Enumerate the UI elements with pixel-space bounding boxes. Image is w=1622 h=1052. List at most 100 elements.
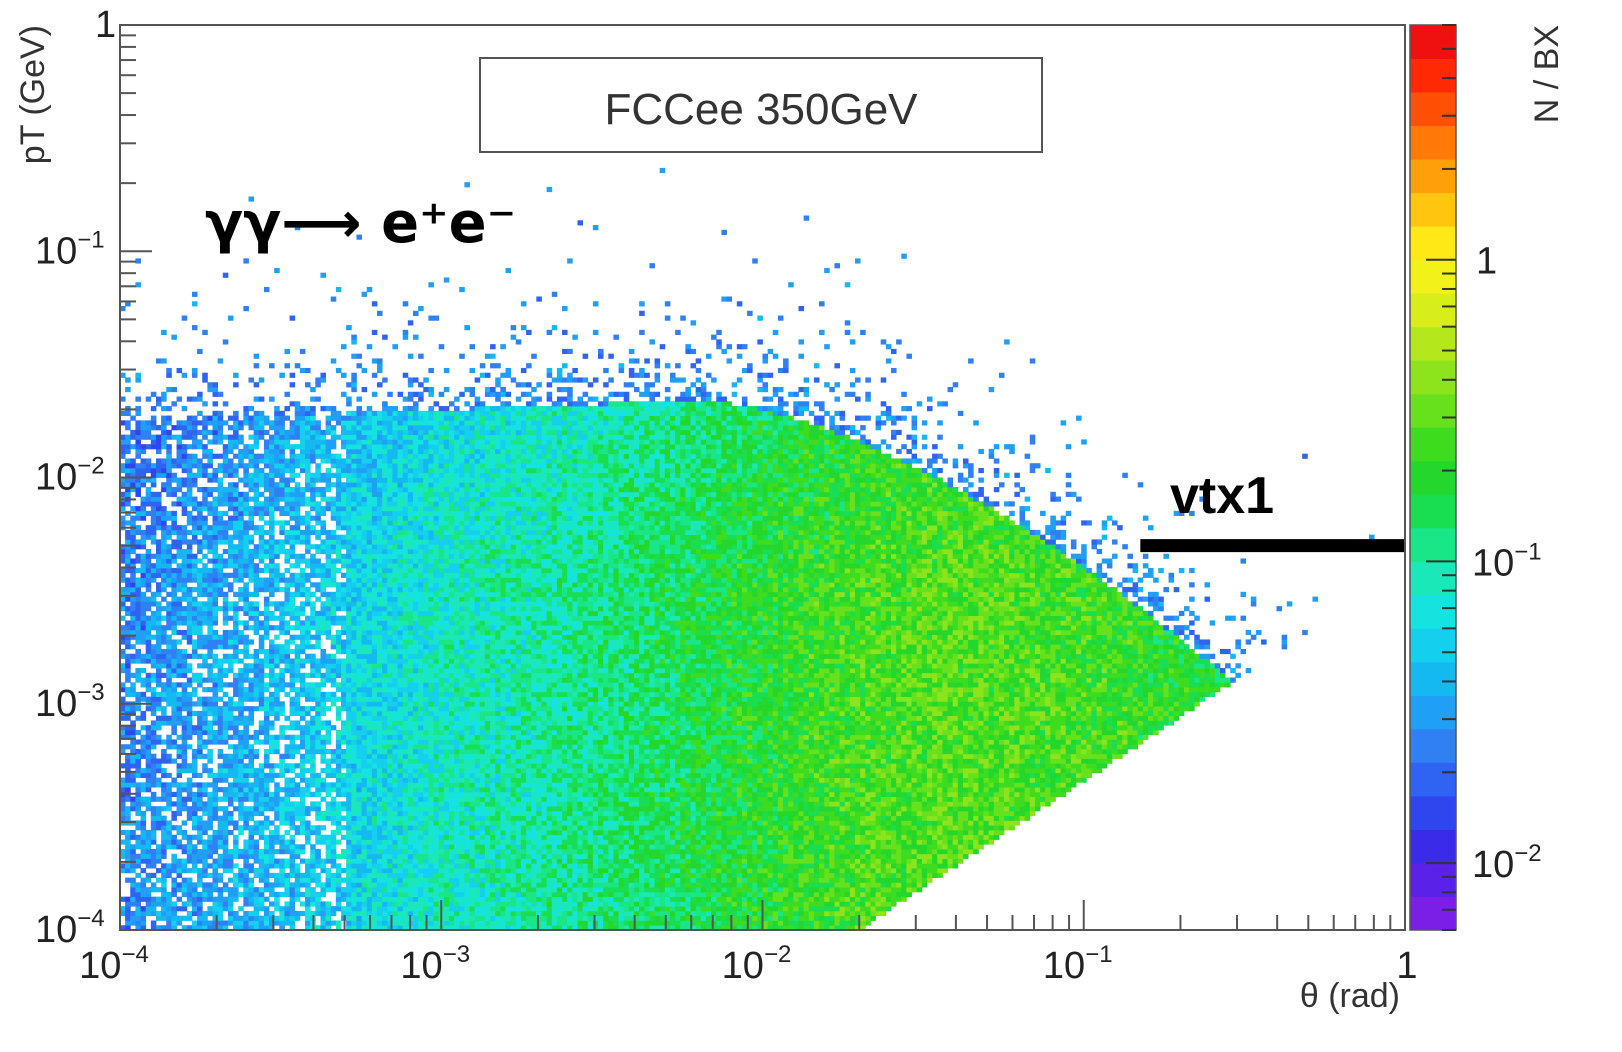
heatmap-cell [212,429,219,436]
heatmap-cell [397,615,404,621]
heatmap-cell [382,610,388,617]
heatmap-cell [217,529,224,536]
heatmap-cell [258,568,265,574]
heatmap-cell [166,372,172,378]
heatmap-cell [191,653,198,659]
heatmap-cell [222,720,229,726]
heatmap-cell [202,620,208,626]
heatmap-cell [371,444,378,450]
heatmap-cell [356,601,362,607]
heatmap-cell [176,682,183,688]
heatmap-cell [233,463,239,469]
heatmap-cell [186,453,193,459]
heatmap-cell [377,887,383,893]
heatmap-cell [335,658,342,664]
heatmap-cell [320,372,326,378]
heatmap-cell [361,629,368,636]
heatmap-cell [258,820,265,826]
heatmap-cell [233,563,239,569]
heatmap-cell [166,648,172,655]
heatmap-cell [253,868,260,874]
heatmap-cell [135,444,141,450]
heatmap-cell [382,587,388,593]
heatmap-cell [191,768,198,774]
heatmap-cell [330,658,337,664]
heatmap-cell [325,749,332,755]
heatmap-cell [217,553,224,559]
heatmap-cell [351,544,357,550]
heatmap-cell [191,396,198,402]
heatmap-cell [320,701,326,707]
heatmap-cell [150,625,157,631]
heatmap-cell [341,758,347,764]
heatmap-cell [155,525,162,531]
heatmap-cell [197,744,203,750]
heatmap-cell [361,448,368,455]
heatmap-cell [176,658,183,664]
heatmap-cell [233,729,239,736]
heatmap-cell [269,396,275,402]
heatmap-cell [361,429,368,436]
heatmap-cell [145,687,152,693]
heatmap-cell [269,510,275,516]
heatmap-cell [366,648,373,655]
heatmap-cell [361,587,368,593]
heatmap-cell [315,720,321,726]
heatmap-cell [366,515,373,521]
heatmap-cell [299,572,306,578]
heatmap-cell [181,463,188,469]
heatmap-cell [310,458,316,464]
heatmap-cell [346,858,352,864]
heatmap-cell [227,482,234,488]
heatmap-cell [341,763,347,769]
heatmap-cell [335,496,342,502]
heatmap-cell [387,915,393,921]
heatmap-cell [377,734,383,740]
heatmap-cell [227,682,234,688]
heatmap-cell [227,444,234,450]
heatmap-cell [335,896,342,902]
heatmap-cell [253,829,260,836]
heatmap-cell [279,801,285,807]
heatmap-cell [217,696,224,702]
heatmap-cell [181,510,188,516]
heatmap-cell [335,868,342,874]
heatmap-cell [397,453,404,459]
heatmap-cell [243,844,249,850]
heatmap-cell [351,749,357,755]
heatmap-cell [387,558,393,564]
heatmap-cell [186,529,193,536]
heatmap-cell [346,844,352,850]
heatmap-cell [356,472,362,478]
heatmap-cell [377,896,383,902]
heatmap-cell [263,629,270,636]
heatmap-cell [392,806,398,812]
heatmap-cell [361,720,368,726]
heatmap-cell [387,868,393,874]
heatmap-cell [351,791,357,798]
heatmap-cell [284,806,291,812]
heatmap-cell [233,634,239,640]
heatmap-cell [294,734,301,740]
heatmap-cell [274,577,280,583]
heatmap-cell [305,672,311,678]
heatmap-cell [315,448,321,455]
heatmap-cell [248,796,255,802]
heatmap-cell [361,829,368,836]
heatmap-cell [346,863,352,869]
heatmap-cell [253,439,260,445]
heatmap-cell [191,496,198,502]
heatmap-cell [145,801,152,807]
heatmap-cell [351,777,357,783]
heatmap-cell [366,768,373,774]
heatmap-cell [346,734,352,740]
heatmap-cell [233,925,239,931]
heatmap-cell [279,687,285,693]
heatmap-cell [387,825,393,831]
heatmap-cell [299,625,306,631]
heatmap-cell [387,706,393,712]
heatmap-cell [140,506,147,512]
heatmap-cell [145,572,152,578]
heatmap-cell [207,525,213,531]
heatmap-cell [145,672,152,678]
